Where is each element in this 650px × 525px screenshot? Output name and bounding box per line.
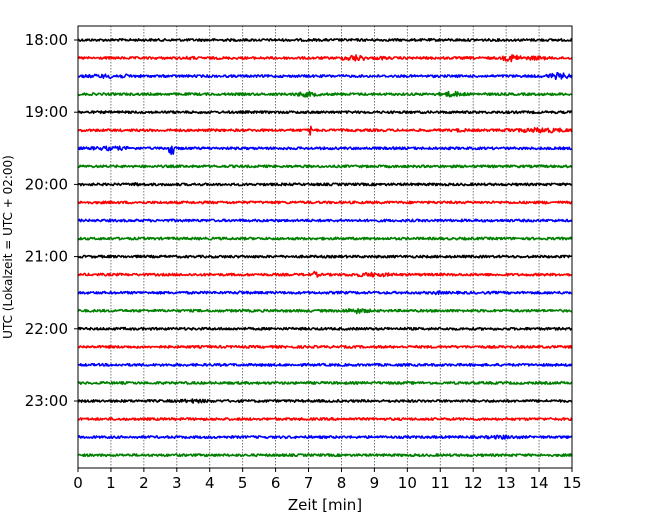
x-tick-label: 15 [562,474,581,492]
y-tick-label: 18:00 [25,31,68,49]
trace-line [77,236,573,241]
x-tick-label: 10 [398,474,417,492]
x-tick-label: 4 [205,474,215,492]
y-tick-label: 19:00 [25,103,68,121]
trace-line [77,453,573,458]
x-tick-label: 14 [530,474,549,492]
trace-line [77,90,573,98]
trace-line [77,54,573,63]
x-tick-label: 2 [139,474,149,492]
trace-line [77,417,573,422]
trace-line [77,380,573,385]
x-tick-label: 9 [370,474,380,492]
trace-line [77,254,573,259]
y-tick-label: 22:00 [25,320,68,338]
trace-line [77,125,573,136]
trace-line [77,362,573,367]
plot-frame [77,25,573,469]
trace-line [77,326,573,331]
x-tick-label: 1 [106,474,116,492]
trace-line [77,307,573,315]
y-tick-label: 20:00 [25,175,68,193]
x-tick-label: 11 [431,474,450,492]
trace-line [77,38,573,42]
x-tick-label: 6 [271,474,281,492]
x-tick-label: 13 [497,474,516,492]
trace-line [77,434,573,440]
x-axis-label: Zeit [min] [288,496,362,514]
trace-line [77,270,573,278]
trace-line [77,218,573,223]
trace-line [77,164,573,169]
y-tick-label: 21:00 [25,248,68,266]
x-tick-label: 8 [337,474,347,492]
trace-line [77,398,573,404]
y-tick-label: 23:00 [25,392,68,410]
x-tick-label: 0 [73,474,83,492]
trace-line [77,72,573,81]
trace-line [77,344,573,349]
y-axis-label: UTC (Lokalzeit = UTC + 02:00) [1,155,15,339]
trace-line [77,110,573,115]
trace-line [77,200,573,205]
trace-line [77,290,573,296]
x-tick-label: 12 [464,474,483,492]
trace-line [77,182,573,187]
x-tick-label: 7 [304,474,314,492]
y-axis-ticks: 18:00 19:00 20:00 21:00 22:00 23:00 [25,31,78,410]
trace-line [77,145,573,156]
x-tick-label: 3 [172,474,182,492]
x-axis-ticks: 0 1 2 3 4 5 6 7 8 9 10 11 12 13 14 15 [73,468,582,492]
trace-series [77,38,573,458]
x-tick-label: 5 [238,474,248,492]
